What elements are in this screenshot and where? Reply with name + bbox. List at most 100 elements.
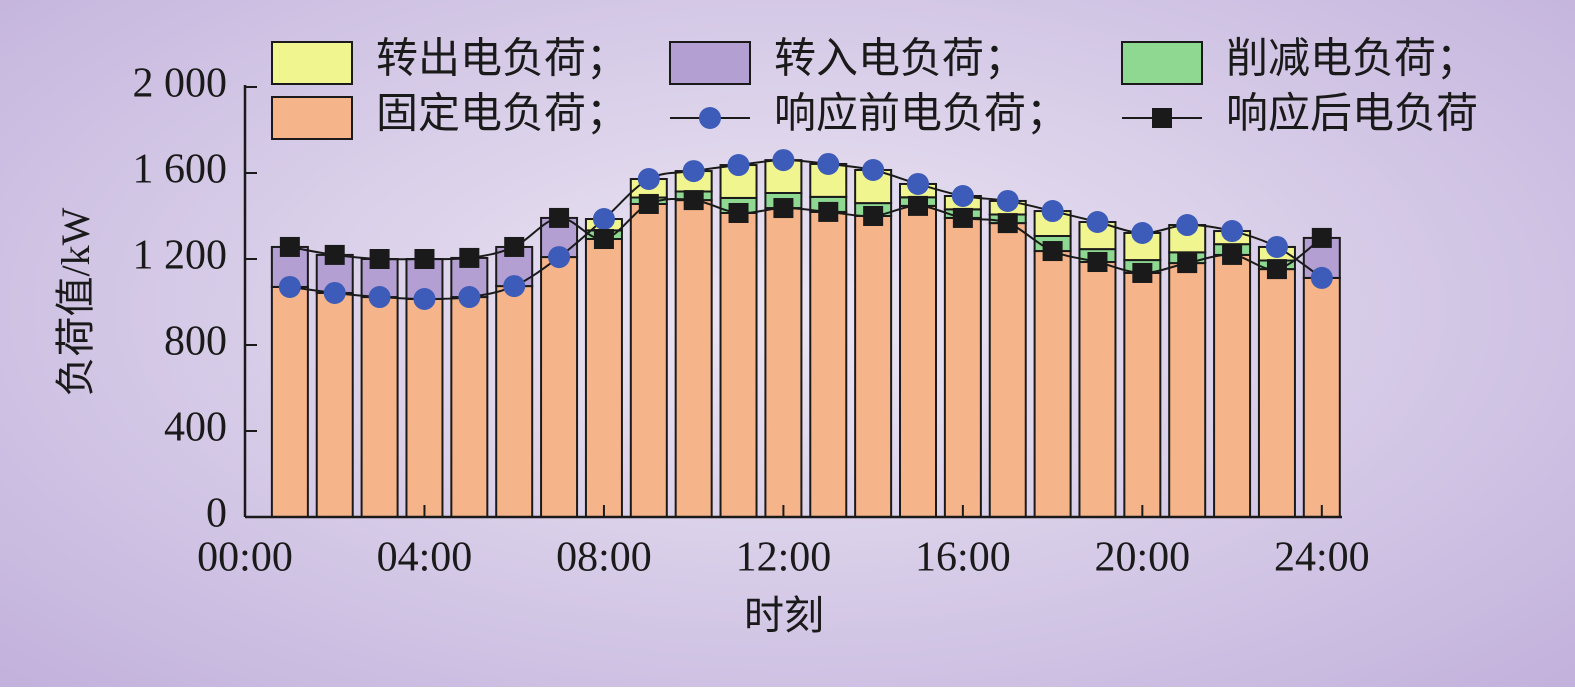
marker [1087, 252, 1108, 273]
bar-segment [450, 296, 489, 518]
marker [863, 206, 884, 226]
marker [548, 246, 571, 269]
bar-segment [1302, 276, 1341, 519]
legend-label: 响应前电负荷； [774, 91, 1068, 138]
legend-swatch [271, 41, 353, 85]
legend-label: 转出电负荷； [376, 37, 628, 83]
bar-segment [1033, 250, 1072, 518]
legend-label: 响应后电负荷 [1226, 91, 1478, 138]
y-tick-label: 1 600 [133, 147, 228, 193]
marker [818, 201, 839, 222]
marker [369, 249, 390, 269]
y-axis-label: 负荷值/kW [53, 207, 98, 396]
marker [279, 236, 300, 257]
x-tick-label: 04:00 [377, 535, 473, 581]
bar-segment [270, 285, 309, 519]
bar-segment [1078, 261, 1117, 519]
marker [278, 275, 301, 298]
bar-segment [1168, 262, 1207, 518]
y-tick-label: 400 [164, 405, 227, 451]
marker [862, 158, 885, 181]
bar-segment [899, 204, 938, 519]
marker [817, 152, 840, 175]
marker [907, 172, 930, 195]
marker [638, 193, 659, 214]
bar-segment [1123, 231, 1162, 262]
marker [593, 229, 614, 250]
marker [549, 207, 570, 228]
bar-segment [360, 296, 399, 518]
y-tick-label: 800 [164, 319, 227, 365]
bar-segment [1257, 268, 1296, 519]
marker [324, 244, 345, 265]
marker [1177, 253, 1198, 274]
marker [504, 236, 525, 257]
bar-segment [1123, 271, 1162, 518]
marker [996, 189, 1019, 212]
y-tick-label: 2 000 [133, 61, 228, 107]
bar-segment [495, 285, 534, 518]
marker [683, 190, 704, 211]
marker [1042, 241, 1063, 262]
x-tick-label: 00:00 [197, 535, 293, 581]
x-tick-label: 12:00 [736, 535, 832, 581]
bar-segment [809, 210, 848, 518]
legend-marker [699, 107, 721, 129]
legend-label: 削减电负荷； [1226, 37, 1478, 83]
x-tick-label: 24:00 [1274, 535, 1370, 581]
x-axis-label: 时刻 [744, 593, 824, 638]
marker [773, 198, 794, 219]
marker [951, 185, 974, 208]
bar-segment [943, 216, 982, 518]
marker [458, 286, 481, 309]
bar-segment [405, 297, 444, 518]
line [289, 159, 1323, 300]
marker [682, 160, 705, 183]
marker [772, 149, 795, 172]
legend-marker [1152, 108, 1172, 128]
bar-segment [629, 202, 668, 519]
line [289, 197, 1323, 274]
marker [368, 286, 391, 309]
marker [1222, 244, 1243, 265]
y-tick-label: 0 [206, 491, 227, 537]
marker [459, 247, 480, 268]
bar-segment [764, 207, 803, 518]
bar-segment [1168, 224, 1207, 254]
legend-label: 固定电负荷； [376, 91, 628, 138]
marker [1266, 259, 1287, 280]
marker [727, 154, 750, 177]
marker [414, 249, 435, 269]
marker [1311, 227, 1332, 248]
legend-label: 转入电负荷； [774, 37, 1026, 83]
marker [323, 281, 346, 304]
y-tick-label: 1 200 [133, 233, 228, 279]
marker [728, 202, 749, 223]
x-tick-label: 08:00 [556, 535, 652, 581]
bar-segment [854, 215, 893, 518]
marker [1086, 211, 1109, 234]
marker [503, 275, 526, 298]
bar-segment [315, 291, 354, 518]
bar-segment [540, 256, 579, 518]
marker [1221, 220, 1244, 243]
legend-swatch [1121, 41, 1203, 85]
marker [908, 195, 929, 216]
bar-segment [719, 211, 758, 519]
marker [1041, 200, 1064, 223]
bar-segment [1213, 253, 1252, 518]
bar-segment [988, 222, 1027, 518]
bar-segment [584, 238, 623, 518]
marker [637, 168, 660, 191]
legend-swatch [669, 41, 751, 85]
marker [1132, 262, 1153, 283]
x-tick-label: 16:00 [915, 535, 1011, 581]
marker [1176, 214, 1199, 237]
marker [997, 213, 1018, 234]
marker [952, 207, 973, 228]
legend-swatch [271, 96, 353, 140]
marker [592, 208, 615, 231]
x-tick-label: 20:00 [1095, 535, 1191, 581]
